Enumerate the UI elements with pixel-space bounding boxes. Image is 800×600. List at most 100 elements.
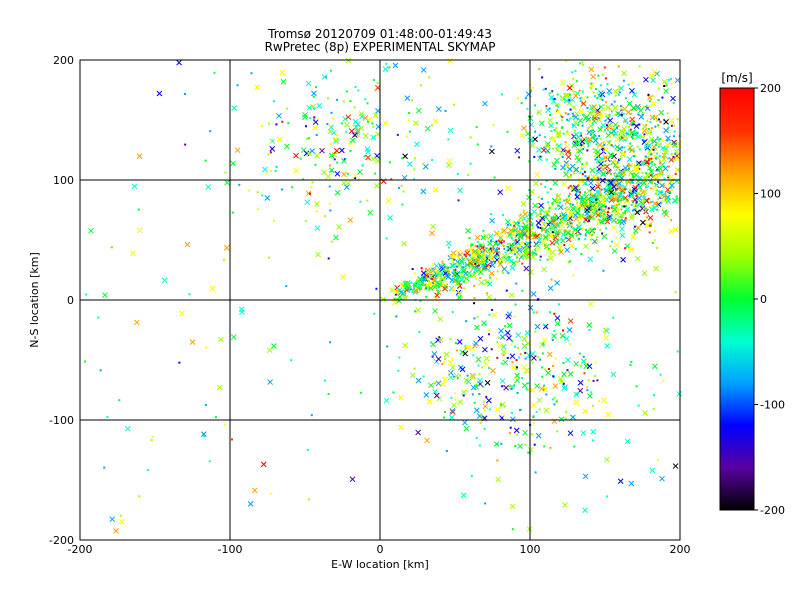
scatter-point [658,109,665,116]
scatter-point [530,433,533,436]
scatter-point [542,88,545,91]
scatter-point [564,112,567,115]
scatter-point [562,214,568,221]
scatter-point [590,234,593,237]
scatter-point [425,295,428,298]
scatter-point [382,66,389,72]
scatter-point [648,100,651,103]
scatter-point [478,279,485,286]
scatter-point [644,210,647,213]
scatter-point [645,142,652,149]
scatter-point [591,123,594,126]
scatter-point [624,438,631,445]
scatter-point [583,170,586,173]
scatter-point [312,125,319,131]
scatter-point [571,231,574,234]
scatter-point [572,226,579,233]
scatter-point [479,276,482,279]
scatter-point [441,266,448,272]
scatter-point [477,377,483,384]
scatter-point [437,337,444,343]
scatter-point [531,139,534,142]
scatter-point [641,171,644,174]
scatter-point [592,129,595,132]
scatter-point [561,116,564,119]
scatter-point [668,191,671,194]
scatter-point [586,389,589,392]
scatter-point [306,150,312,157]
scatter-point [452,103,455,106]
scatter-point [548,122,554,129]
scatter-point [654,192,657,195]
scatter-point [551,147,554,150]
scatter-point [652,148,655,151]
scatter-point [556,204,559,207]
scatter-point [630,124,633,127]
scatter-point [539,358,542,361]
scatter-point [466,249,469,252]
scatter-point [599,194,602,197]
scatter-point [573,445,576,448]
scatter-point [528,236,531,239]
scatter-point [652,200,659,207]
scatter-point [641,188,648,195]
scatter-point [584,203,587,206]
scatter-point [596,236,599,239]
scatter-point [575,148,581,155]
scatter-point [555,131,562,138]
scatter-point [674,77,681,84]
scatter-point [583,221,586,224]
scatter-point [601,99,604,102]
scatter-point [529,350,536,357]
scatter-point [131,183,138,190]
scatter-point [464,347,467,350]
scatter-point [661,164,664,167]
scatter-point [538,386,545,392]
y-tick-label: 200 [53,54,74,67]
scatter-point [487,333,490,336]
scatter-point [248,189,251,192]
scatter-point [407,119,410,122]
scatter-point [477,249,480,252]
scatter-point [257,208,260,211]
scatter-point [558,216,561,219]
scatter-point [534,130,537,133]
scatter-point [495,476,501,483]
scatter-point [329,69,332,72]
scatter-point [582,180,588,187]
scatter-point [203,435,206,438]
scatter-point [649,174,652,177]
scatter-point [646,104,649,107]
scatter-point [473,407,480,414]
scatter-point [536,109,543,116]
scatter-point [581,163,584,166]
scatter-point [535,432,542,439]
scatter-point [604,101,607,104]
scatter-point [574,69,577,72]
scatter-point [545,179,548,182]
scatter-point [343,158,346,161]
scatter-point [612,177,615,180]
scatter-point [579,171,582,174]
scatter-point [626,156,633,163]
scatter-point [345,130,348,133]
scatter-point [650,169,653,172]
scatter-point [446,266,449,269]
scatter-point [647,128,650,131]
scatter-point [305,190,312,197]
scatter-point [545,104,548,107]
scatter-point [415,307,422,313]
scatter-point [272,100,275,103]
scatter-point [429,283,432,286]
scatter-point [480,234,487,241]
scatter-point [577,238,580,241]
scatter-point [311,90,317,97]
scatter-point [587,379,590,382]
scatter-point [151,435,154,438]
scatter-point [481,259,484,262]
scatter-point [534,471,537,474]
scatter-point [395,315,398,318]
x-tick-label: -100 [218,543,243,556]
scatter-point [184,241,191,248]
scatter-point [551,231,554,234]
